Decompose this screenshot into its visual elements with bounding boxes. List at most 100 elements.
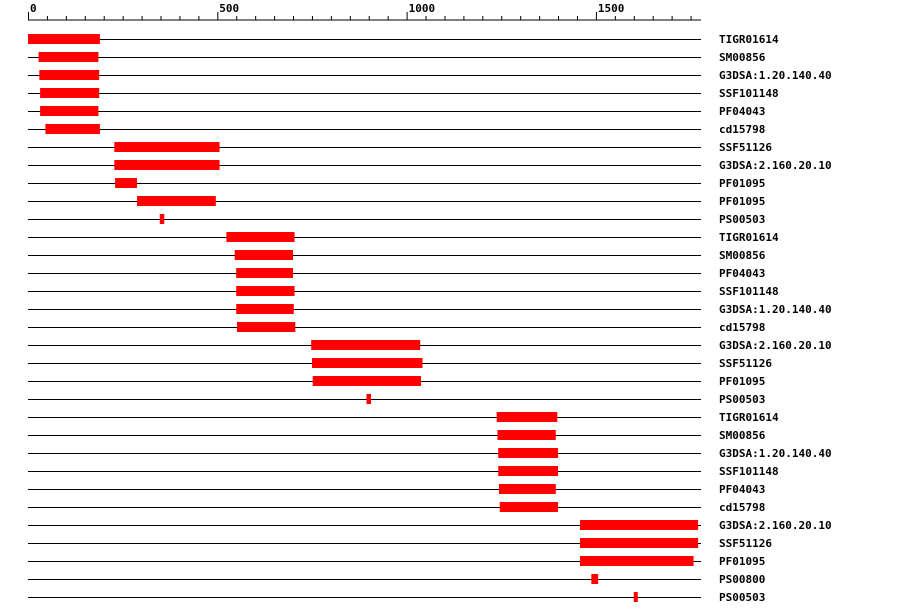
- feature-bar: [498, 466, 559, 476]
- axis-tick-label: 1500: [598, 2, 625, 15]
- feature-bar: [236, 322, 296, 332]
- track-label: PF01095: [719, 195, 765, 208]
- feature-bar: [28, 34, 100, 44]
- track-row: PF04043: [28, 267, 765, 280]
- track-row: G3DSA:1.20.140.40: [28, 303, 832, 316]
- feature-bar: [499, 502, 559, 512]
- track-label: PF01095: [719, 375, 765, 388]
- track-row: SSF51126: [28, 357, 772, 370]
- track-label: SSF101148: [719, 285, 779, 298]
- feature-bar: [498, 484, 556, 494]
- feature-bar: [40, 106, 99, 116]
- track-label: G3DSA:1.20.140.40: [719, 447, 832, 460]
- track-label: SM00856: [719, 51, 766, 64]
- track-label: cd15798: [719, 123, 765, 136]
- track-row: SSF101148: [28, 285, 779, 298]
- track-label: SSF101148: [719, 465, 779, 478]
- feature-bar: [159, 214, 165, 224]
- track-row: PF01095: [28, 177, 765, 190]
- track-row: PF01095: [28, 555, 765, 568]
- feature-bar: [40, 88, 100, 98]
- track-row: G3DSA:1.20.140.40: [28, 447, 832, 460]
- track-label: SSF101148: [719, 87, 779, 100]
- feature-bar: [38, 52, 99, 62]
- track-label: PF04043: [719, 267, 765, 280]
- track-row: cd15798: [28, 321, 765, 334]
- feature-bar: [591, 574, 599, 584]
- position-axis: 0 500 1000 1500: [28, 2, 701, 21]
- feature-bar: [236, 304, 294, 314]
- track-row: SM00856: [28, 429, 766, 442]
- feature-bar: [311, 340, 421, 350]
- track-row: PS00503: [28, 213, 765, 226]
- feature-bar: [236, 286, 295, 296]
- feature-bar: [312, 376, 421, 386]
- feature-bar: [497, 430, 556, 440]
- track-row: G3DSA:2.160.20.10: [28, 339, 832, 352]
- track-label: G3DSA:2.160.20.10: [719, 159, 832, 172]
- axis-tick-label: 500: [219, 2, 239, 15]
- track-label: G3DSA:1.20.140.40: [719, 303, 832, 316]
- track-row: SSF101148: [28, 465, 779, 478]
- track-row: TIGR01614: [28, 411, 779, 424]
- track-label: SM00856: [719, 249, 766, 262]
- feature-bar: [579, 556, 694, 566]
- track-label: PS00800: [719, 573, 765, 586]
- track-row: PF04043: [28, 105, 765, 118]
- track-label: PF01095: [719, 177, 765, 190]
- track-row: SSF51126: [28, 141, 772, 154]
- track-label: cd15798: [719, 501, 765, 514]
- track-label: TIGR01614: [719, 231, 779, 244]
- track-label: G3DSA:2.160.20.10: [719, 519, 832, 532]
- feature-bar: [496, 412, 558, 422]
- track-row: TIGR01614: [28, 33, 779, 46]
- track-label: SSF51126: [719, 357, 772, 370]
- axis-tick-label: 0: [30, 2, 37, 15]
- feature-bar: [39, 70, 100, 80]
- track-label: SSF51126: [719, 537, 772, 550]
- track-row: PF01095: [28, 375, 765, 388]
- track-row: PF01095: [28, 195, 765, 208]
- track-label: TIGR01614: [719, 411, 779, 424]
- track-row: G3DSA:2.160.20.10: [28, 519, 832, 532]
- track-row: SM00856: [28, 51, 766, 64]
- track-label: PF01095: [719, 555, 765, 568]
- track-row: SSF51126: [28, 537, 772, 550]
- axis-tick-label: 1000: [409, 2, 436, 15]
- feature-bar: [236, 268, 294, 278]
- feature-bar: [114, 160, 220, 170]
- feature-bar: [311, 358, 423, 368]
- track-row: PS00503: [28, 393, 765, 406]
- track-row: SM00856: [28, 249, 766, 262]
- feature-bar: [45, 124, 100, 134]
- track-label: PS00503: [719, 213, 765, 226]
- track-label: PF04043: [719, 483, 765, 496]
- track-label: TIGR01614: [719, 33, 779, 46]
- track-row: PS00800: [28, 573, 765, 586]
- track-label: G3DSA:2.160.20.10: [719, 339, 832, 352]
- track-label: G3DSA:1.20.140.40: [719, 69, 832, 82]
- track-row: cd15798: [28, 123, 765, 136]
- track-label: SSF51126: [719, 141, 772, 154]
- track-row: SSF101148: [28, 87, 779, 100]
- feature-bar: [498, 448, 559, 458]
- feature-bar: [226, 232, 295, 242]
- feature-bar: [633, 592, 638, 602]
- feature-tracks: TIGR01614 SM00856 G3DSA:1.20.140.40 SSF1011…: [28, 33, 832, 604]
- track-row: G3DSA:1.20.140.40: [28, 69, 832, 82]
- track-label: PS00503: [719, 591, 765, 604]
- feature-bar: [137, 196, 216, 206]
- feature-bar: [115, 178, 138, 188]
- track-label: PF04043: [719, 105, 765, 118]
- track-label: cd15798: [719, 321, 765, 334]
- track-row: PF04043: [28, 483, 765, 496]
- feature-bar: [114, 142, 220, 152]
- feature-bar: [579, 538, 699, 548]
- track-row: cd15798: [28, 501, 765, 514]
- track-row: TIGR01614: [28, 231, 779, 244]
- track-label: PS00503: [719, 393, 765, 406]
- track-row: PS00503: [28, 591, 765, 604]
- track-row: G3DSA:2.160.20.10: [28, 159, 832, 172]
- track-label: SM00856: [719, 429, 766, 442]
